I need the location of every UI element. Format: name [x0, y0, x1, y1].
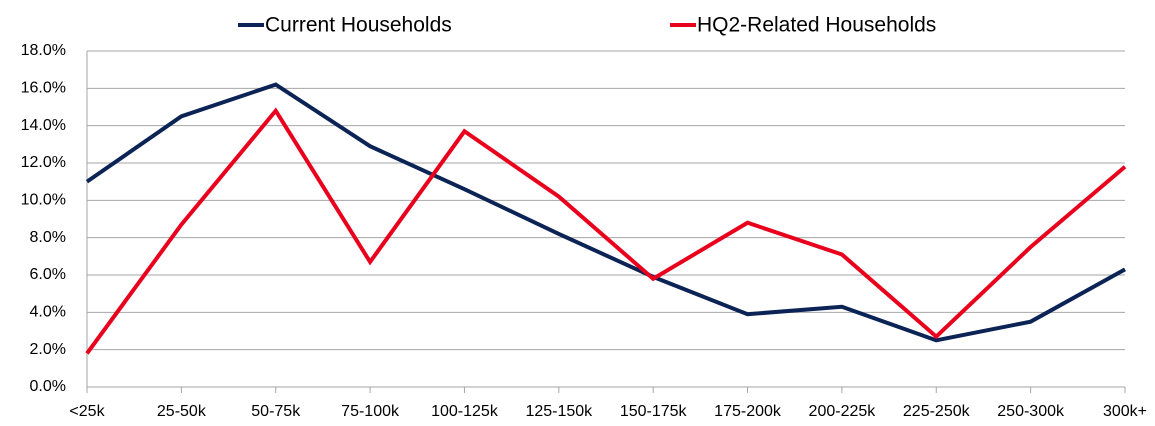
series-line: [85, 107, 1127, 355]
x-tick-label: 75-100k: [341, 403, 400, 420]
x-tick-label: 200-225k: [809, 403, 877, 420]
x-tick-label: 250-300k: [997, 403, 1065, 420]
y-tick-label: 6.0%: [30, 266, 66, 283]
y-tick-label: 2.0%: [30, 341, 66, 358]
y-tick-label: 0.0%: [30, 378, 66, 395]
x-tick-label: 25-50k: [157, 403, 207, 420]
y-tick-label: 18.0%: [21, 42, 66, 59]
series-line: [85, 82, 1126, 343]
y-tick-label: 16.0%: [21, 80, 66, 97]
legend-label: Current Households: [265, 14, 452, 37]
y-tick-label: 8.0%: [30, 229, 66, 246]
x-tick-label: 50-75k: [251, 403, 301, 420]
y-tick-label: 14.0%: [21, 117, 66, 134]
y-tick-label: 12.0%: [21, 154, 66, 171]
x-tick-label: 150-175k: [620, 403, 688, 420]
y-tick-label: 4.0%: [30, 304, 66, 321]
x-tick-label: 125-150k: [525, 403, 593, 420]
x-tick-label: 300k+: [1103, 403, 1147, 420]
x-tick-label: <25k: [69, 403, 105, 420]
legend-label: HQ2-Related Households: [697, 14, 936, 37]
x-tick-label: 175-200k: [714, 403, 782, 420]
x-tick-label: 100-125k: [431, 403, 499, 420]
x-tick-label: 225-250k: [903, 403, 971, 420]
y-tick-label: 10.0%: [21, 192, 66, 209]
